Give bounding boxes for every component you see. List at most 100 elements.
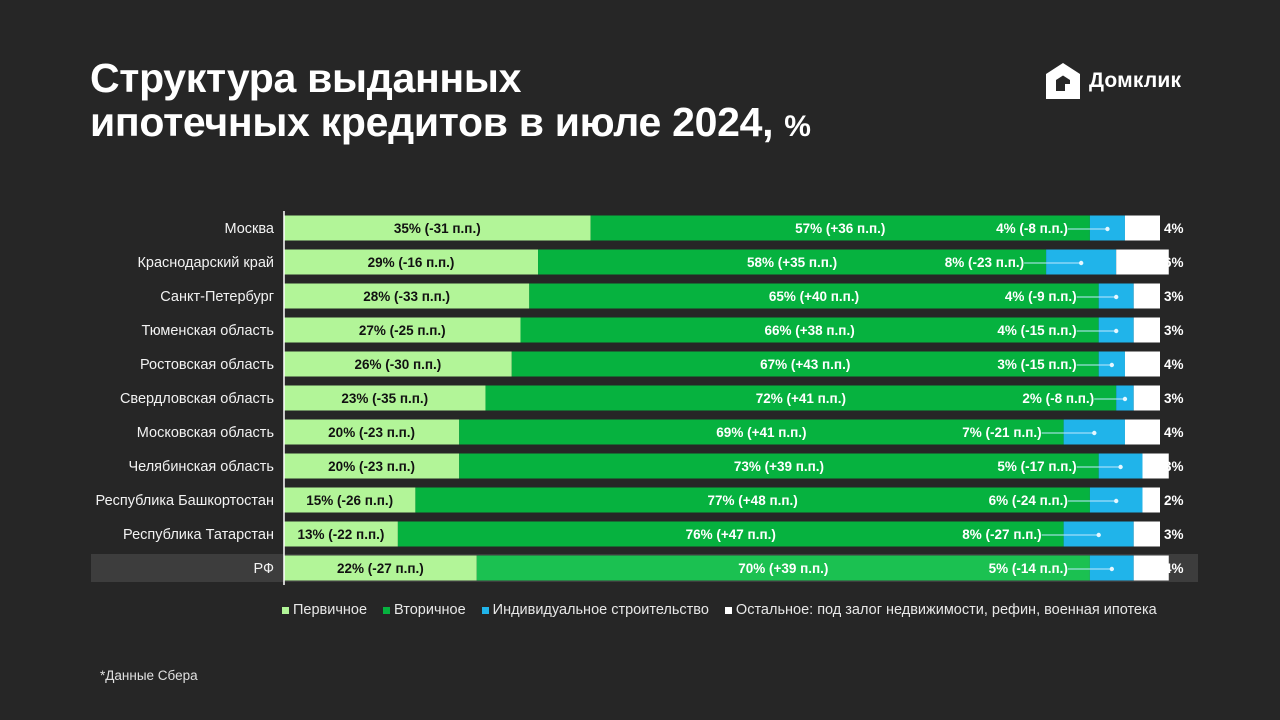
bar-segment-other [1116,249,1169,275]
bar-segment-primary [284,351,512,377]
stacked-bar-chart: Москва 35% (-31 п.п.) 57% (+36 п.п.) 4% (-8… [91,211,1198,585]
bar-segment-other [1124,215,1160,241]
bar-segment-primary [284,385,486,411]
data-label-individual: 8% (-23 п.п.) [945,255,1024,270]
bar-segment-other [1133,385,1160,411]
category-label: Краснодарский край [137,255,274,271]
category-label: Москва [224,221,274,237]
data-label-secondary: 67% (+43 п.п.) [760,357,850,372]
legend-swatch-other [724,606,732,614]
data-label-other: 3% [1164,289,1184,304]
data-label-secondary: 66% (+38 п.п.) [764,323,854,338]
category-label: Тюменская область [141,323,274,339]
page-title: Структура выданных ипотечных кредитов в … [90,56,811,149]
category-label: Челябинская область [128,459,274,475]
data-label-individual: 8% (-27 п.п.) [962,527,1041,542]
data-label-primary: 23% (-35 п.п.) [341,391,428,406]
bar-segment-other [1133,555,1169,581]
data-label-other: 3% [1164,459,1184,474]
title-unit: % [784,110,811,143]
data-label-primary: 15% (-26 п.п.) [306,493,393,508]
data-label-primary: 28% (-33 п.п.) [363,289,450,304]
data-label-individual: 4% (-8 п.п.) [996,221,1068,236]
bar-segment-secondary [476,555,1090,581]
label-leader-dot [1114,328,1119,334]
label-leader-dot [1114,294,1119,300]
bar-segment-other [1124,419,1160,445]
data-label-other: 3% [1164,391,1184,406]
bar-segment-secondary [590,215,1090,241]
data-label-other: 3% [1164,527,1184,542]
category-label: Свердловская область [120,391,274,407]
label-leader-dot [1105,226,1110,232]
bar-segment-secondary [459,453,1099,479]
bar-segment-primary [284,555,477,581]
category-label: Республика Татарстан [123,527,274,543]
data-label-individual: 6% (-24 п.п.) [989,493,1068,508]
data-label-primary: 26% (-30 п.п.) [354,357,441,372]
bar-segment-secondary [511,351,1099,377]
label-leader-dot [1092,430,1097,436]
bar-segment-primary [284,215,591,241]
data-label-secondary: 58% (+35 п.п.) [747,255,837,270]
label-leader-dot [1078,260,1084,266]
bar-segment-secondary [529,283,1099,309]
bar-segment-secondary [459,419,1064,445]
legend-label-primary: Первичное [293,602,368,618]
bar-segment-primary [284,521,398,547]
label-leader-dot [1122,396,1128,402]
bar-segment-primary [284,453,460,479]
data-label-secondary: 69% (+41 п.п.) [716,425,806,440]
data-label-secondary: 73% (+39 п.п.) [734,459,824,474]
legend-label-other: Остальное: под залог недвижимости, рефин… [735,602,1157,618]
data-label-other: 2% [1164,493,1184,508]
bar-segment-primary [284,283,530,309]
category-label: Ростовская область [140,357,274,373]
brand-logo-text: Домклик [1089,69,1182,92]
legend-label-individual: Индивидуальное строительство [492,602,709,618]
category-label: Московская область [137,425,274,441]
legend-swatch-secondary [383,606,391,614]
bar-segment-other [1133,521,1160,547]
data-label-primary: 35% (-31 п.п.) [394,221,481,236]
data-label-secondary: 70% (+39 п.п.) [738,561,828,576]
bar-segment-secondary [538,249,1047,275]
data-label-secondary: 76% (+47 п.п.) [686,527,776,542]
label-leader-dot [1109,566,1115,572]
data-label-other: 3% [1164,323,1184,338]
bar-segment-secondary [415,487,1090,513]
data-label-primary: 20% (-23 п.п.) [328,459,415,474]
data-label-other: 4% [1164,221,1184,236]
data-label-secondary: 65% (+40 п.п.) [769,289,859,304]
data-label-secondary: 72% (+41 п.п.) [756,391,846,406]
bar-segment-secondary [397,521,1064,547]
data-label-other: 4% [1164,561,1184,576]
category-label: РФ [253,561,274,577]
legend-swatch-primary [282,606,289,614]
bar-segment-other [1133,317,1160,343]
data-label-individual: 7% (-21 п.п.) [962,425,1041,440]
bar-segment-primary [284,249,539,275]
legend-item-individual: Индивидуальное строительство [481,602,709,618]
legend-item-secondary: Вторичное [383,602,466,618]
bar-segment-secondary [520,317,1099,343]
bar-segment-primary [284,317,521,343]
data-label-primary: 20% (-23 п.п.) [328,425,415,440]
bar-segment-other [1133,283,1160,309]
data-label-primary: 27% (-25 п.п.) [359,323,446,338]
bar-segment-other [1142,487,1160,513]
title-line-1: Структура выданных [90,55,522,101]
label-leader-dot [1114,498,1119,504]
chart-legend: Первичное Вторичное Индивидуальное строи… [282,602,1173,618]
data-label-other: 4% [1164,357,1184,372]
data-label-secondary: 57% (+36 п.п.) [795,221,885,236]
bar-segment-secondary [485,385,1117,411]
data-label-primary: 13% (-22 п.п.) [298,527,385,542]
bar-segment-other [1142,453,1169,479]
label-leader-dot [1096,532,1101,538]
data-label-individual: 4% (-9 п.п.) [1005,289,1077,304]
data-label-other: 6% [1164,255,1184,270]
title-line-2: ипотечных кредитов в июле 2024, % [90,100,811,149]
data-label-other: 4% [1164,425,1184,440]
category-label: Санкт-Петербург [160,289,274,305]
